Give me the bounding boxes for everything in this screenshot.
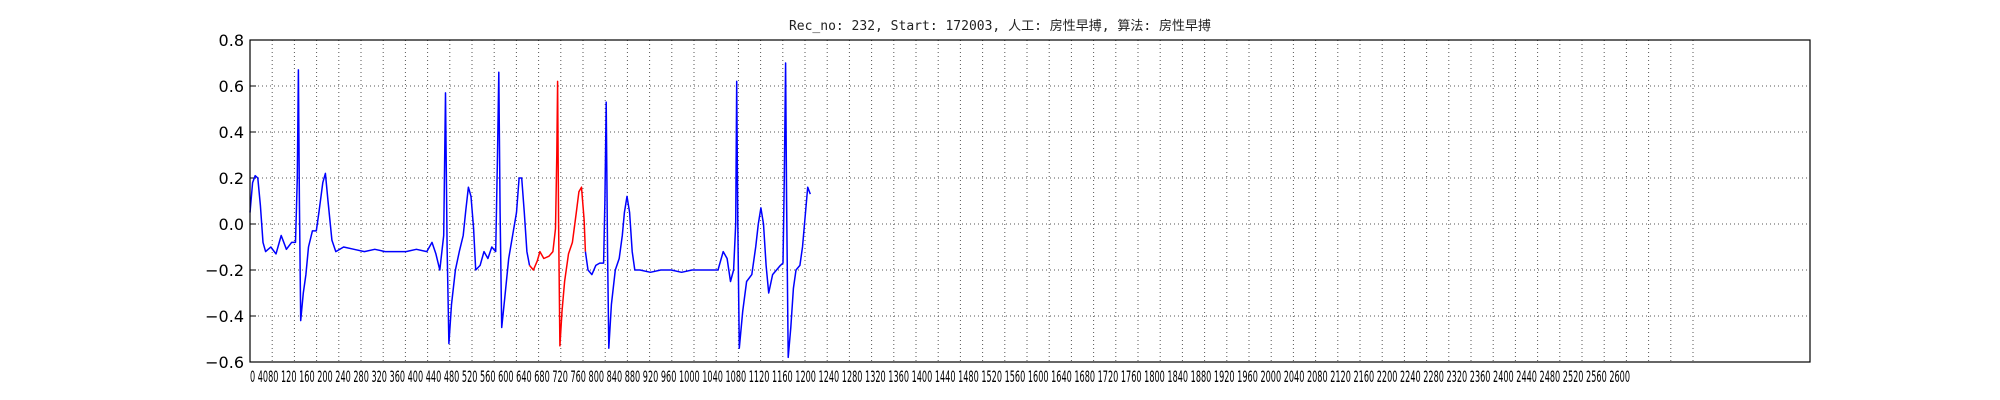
y-axis-ticks: 0.8 0.6 0.4 0.2 0.0 −0.2 −0.4 −0.6 bbox=[205, 31, 256, 372]
ecg-segment-3 bbox=[584, 62, 812, 359]
x-axis-tick-labels: 0 4080 120 160 200 240 280 320 360 400 4… bbox=[250, 367, 1630, 386]
y-tick-label: −0.2 bbox=[205, 261, 244, 280]
y-tick-label: −0.6 bbox=[205, 353, 244, 372]
y-tick-label: 0.6 bbox=[219, 77, 244, 96]
y-tick-label: 0.0 bbox=[219, 215, 244, 234]
ecg-segment-2 bbox=[528, 80, 587, 347]
ecg-segment-1 bbox=[249, 69, 531, 345]
plot-frame bbox=[249, 39, 1811, 363]
y-tick-label: 0.8 bbox=[219, 31, 244, 50]
horizontal-gridlines bbox=[250, 39, 1810, 363]
chart-title: Rec_no: 232, Start: 172003, 人工: 房性早搏, 算法… bbox=[789, 18, 1211, 34]
ecg-series-group bbox=[249, 62, 812, 359]
y-tick-label: 0.2 bbox=[219, 169, 244, 188]
vertical-gridlines bbox=[249, 40, 1694, 362]
y-tick-label: −0.4 bbox=[205, 307, 244, 326]
y-tick-label: 0.4 bbox=[219, 123, 244, 142]
